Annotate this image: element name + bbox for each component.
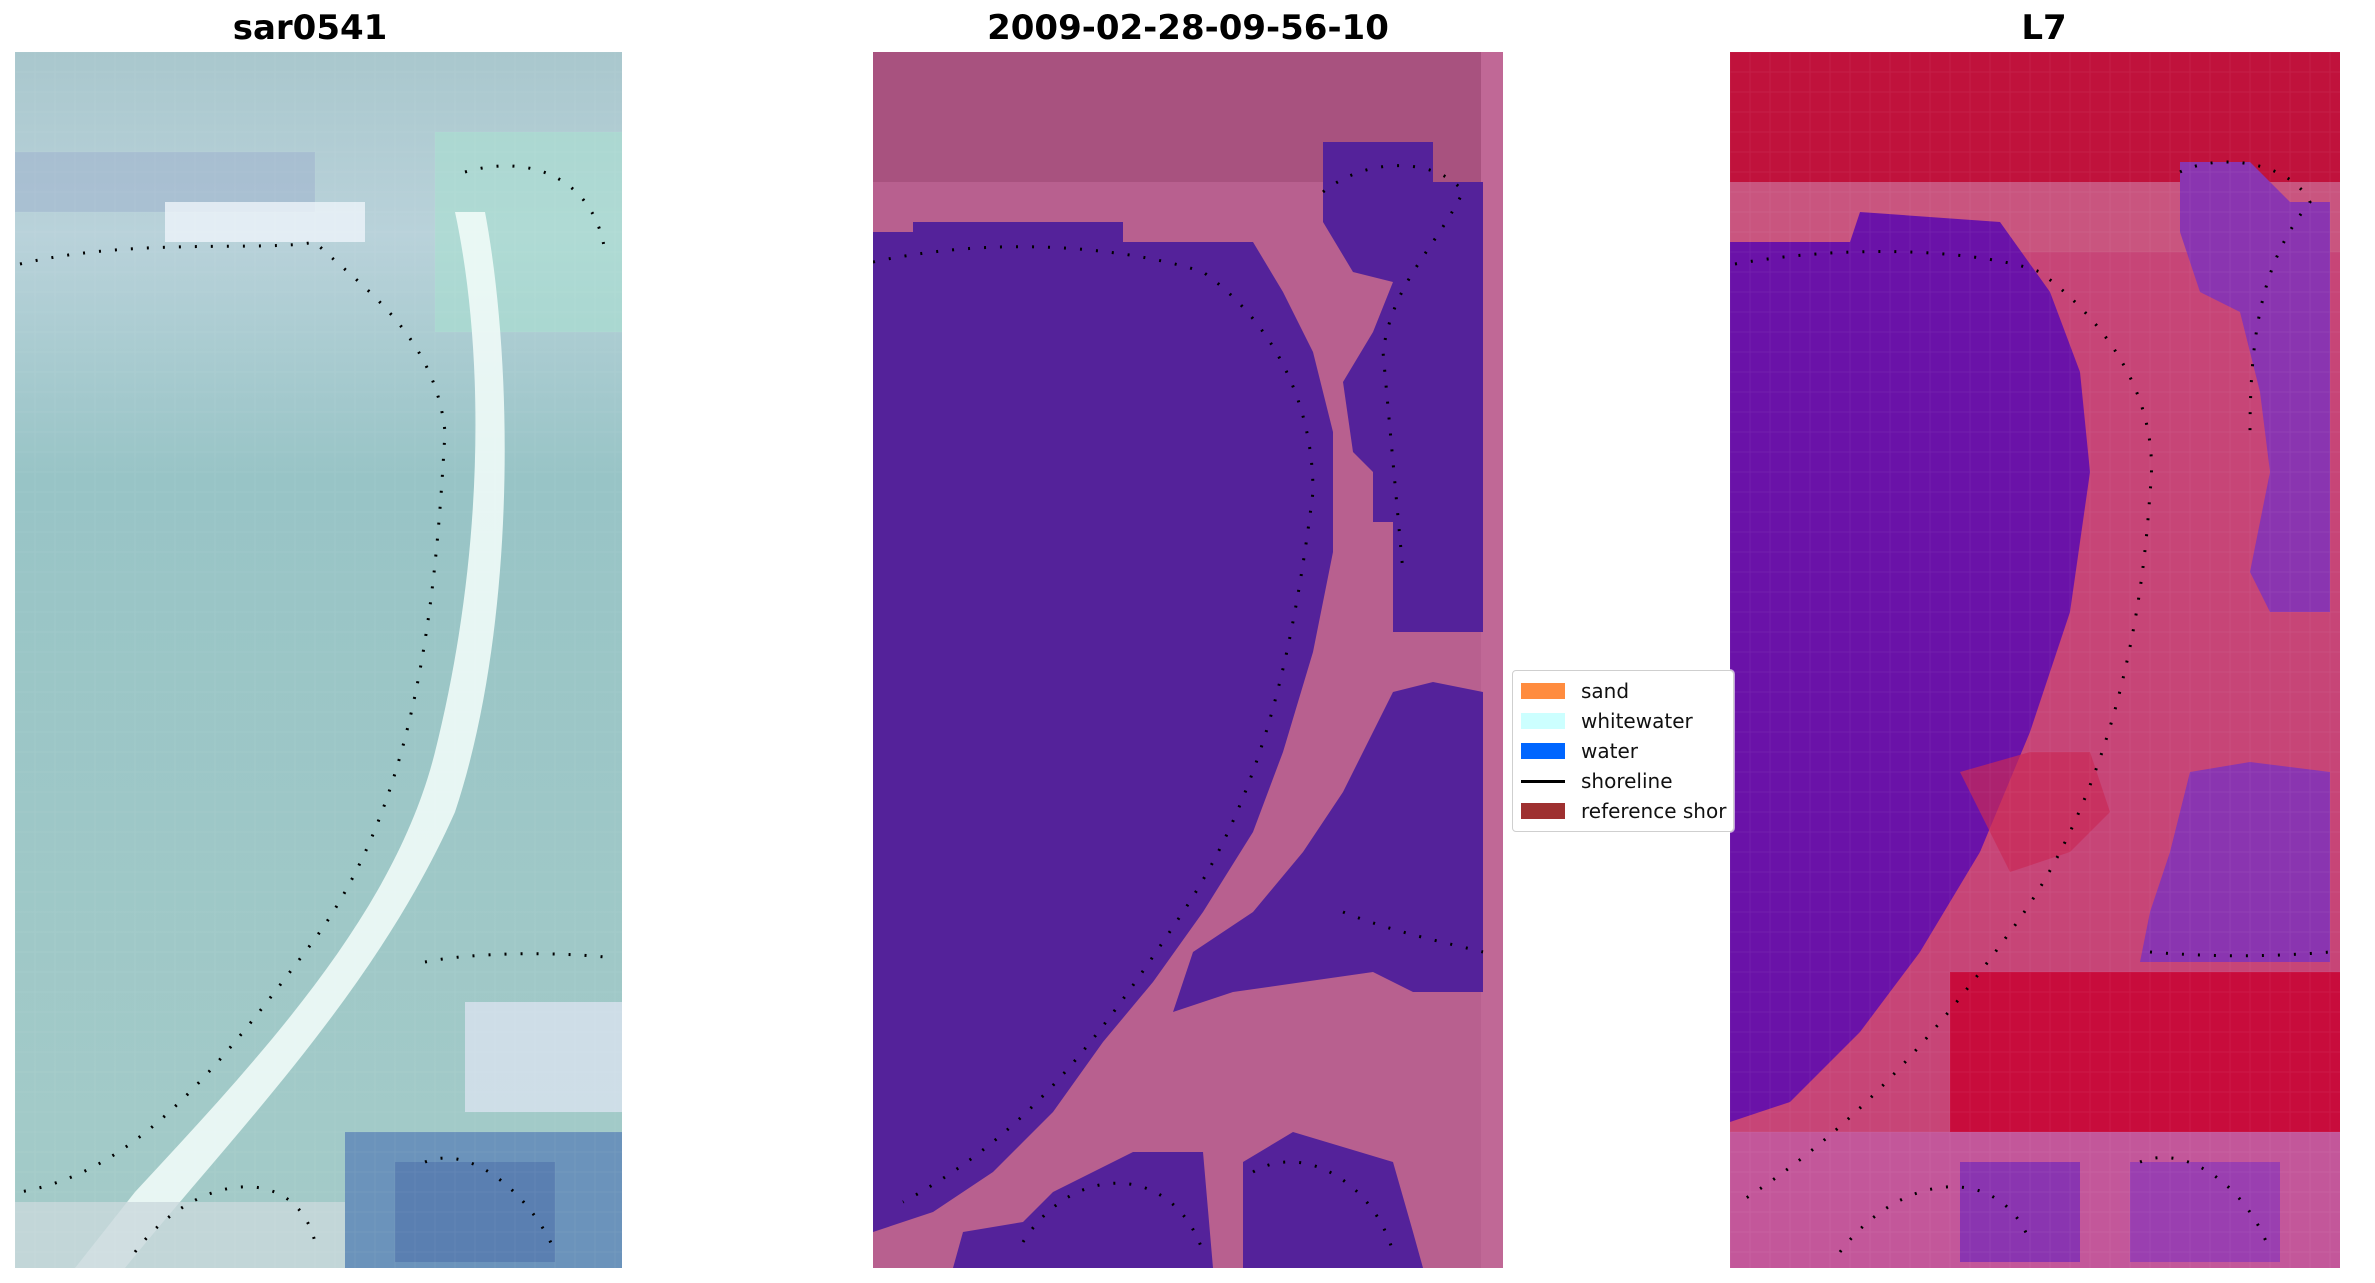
legend-item-shoreline: shoreline xyxy=(1521,769,1673,793)
panel-title-rgb: sar0541 xyxy=(232,8,388,48)
legend-item-whitewater: whitewater xyxy=(1521,709,1693,733)
shoreline-line-icon xyxy=(1521,779,1565,783)
legend: sand whitewater water shoreline referenc… xyxy=(1512,670,1734,832)
legend-item-water: water xyxy=(1521,739,1638,763)
legend-label: reference shor xyxy=(1581,799,1727,823)
whitewater-swatch-icon xyxy=(1521,713,1565,729)
classification-panel xyxy=(873,52,1503,1268)
legend-label: sand xyxy=(1581,679,1630,703)
classified-image xyxy=(873,52,1503,1268)
sand-swatch-icon xyxy=(1521,683,1565,699)
legend-label: whitewater xyxy=(1581,709,1693,733)
panel-title-classification: 2009-02-28-09-56-10 xyxy=(987,8,1389,48)
reference-shoreline-swatch-icon xyxy=(1521,803,1565,819)
panel-title-false-color: L7 xyxy=(2021,8,2067,48)
water-swatch-icon xyxy=(1521,743,1565,759)
legend-label: water xyxy=(1581,739,1638,763)
false-color-image xyxy=(1730,52,2340,1268)
rgb-image-panel xyxy=(15,52,622,1268)
rgb-image xyxy=(15,52,622,1268)
legend-item-reference-shoreline: reference shor xyxy=(1521,799,1726,823)
legend-label: shoreline xyxy=(1581,769,1673,793)
legend-item-sand: sand xyxy=(1521,679,1629,703)
false-color-panel xyxy=(1730,52,2340,1268)
